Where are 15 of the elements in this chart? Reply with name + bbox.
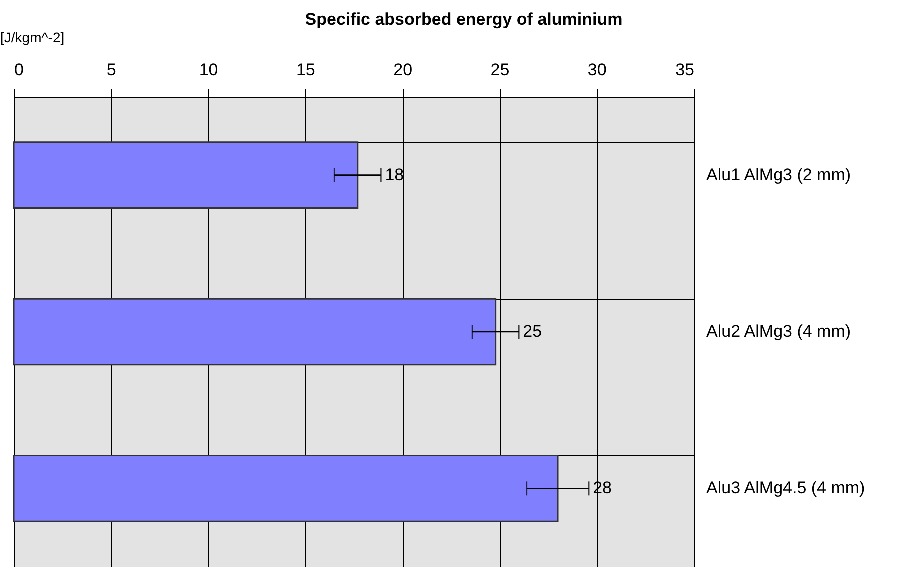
chart-title: Specific absorbed energy of aluminium: [305, 10, 623, 29]
x-tick-label: 20: [394, 60, 413, 80]
x-axis-title: [J/kgm^-2]: [0, 30, 65, 46]
data-label: 25: [523, 322, 542, 341]
x-tick-label: 5: [106, 60, 116, 80]
y-tick-label: Alu2 AlMg3 (4 mm): [706, 322, 852, 341]
x-tick-label: 30: [588, 60, 607, 80]
x-tick-label: 15: [296, 60, 316, 80]
x-tick-label: 0: [14, 60, 24, 80]
x-tick-label: 25: [490, 60, 510, 80]
y-tick-label: Alu1 AlMg3 (2 mm): [706, 165, 852, 184]
x-tick-label: 10: [199, 60, 218, 80]
data-label: 18: [385, 165, 404, 184]
y-tick-label: Alu3 AlMg4.5 (4 mm): [706, 478, 866, 498]
x-tick-label: 35: [676, 60, 694, 80]
